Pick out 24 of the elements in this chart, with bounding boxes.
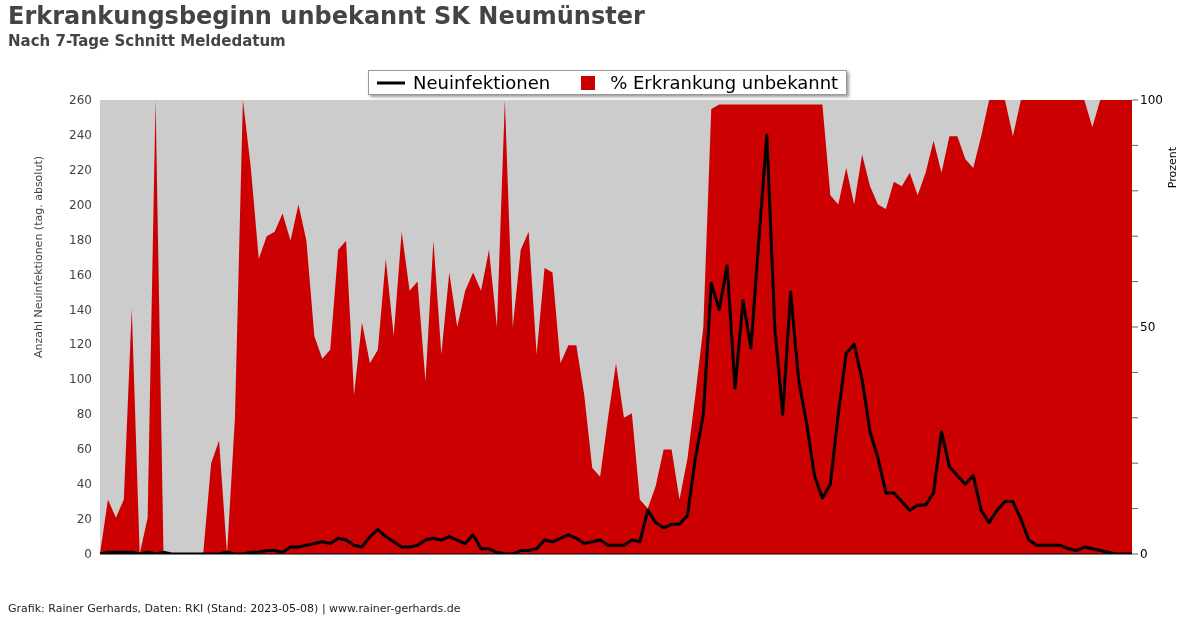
y-tick-label: 40 — [76, 477, 92, 492]
legend-label: Neuinfektionen — [413, 72, 551, 93]
y-tick-label: 120 — [69, 337, 92, 352]
legend-label: % Erkrankung unbekannt — [610, 72, 839, 93]
y-tick-label: 160 — [69, 267, 92, 282]
y-tick-label: 180 — [69, 232, 92, 247]
y-tick-label: 60 — [76, 442, 92, 457]
y2-tick-label: 100 — [1140, 93, 1163, 107]
y-tick-label: 260 — [69, 93, 92, 107]
y-axis-title: Anzahl Neuinfektionen (tag. absolut) — [31, 156, 45, 358]
y-tick-label: 80 — [76, 407, 92, 422]
y2-tick-label: 0 — [1140, 547, 1148, 561]
y-tick-label: 220 — [69, 162, 92, 177]
y2-tick-label: 50 — [1140, 320, 1156, 334]
y2-axis-title: Prozent — [1165, 146, 1179, 189]
y-tick-label: 200 — [69, 197, 92, 212]
y-tick-label: 140 — [69, 302, 92, 317]
chart-title: Erkrankungsbeginn unbekannt SK Neumünster — [8, 2, 645, 30]
y-tick-label: 0 — [84, 547, 92, 561]
chart-subtitle: Nach 7-Tage Schnitt Meldedatum — [8, 32, 286, 50]
y-tick-label: 240 — [69, 127, 92, 142]
y-tick-label: 100 — [69, 372, 92, 387]
y-tick-label: 20 — [76, 512, 92, 527]
text: Grafik: Rainer Gerhards, Daten: RKI (Stand: 2023-05-08) | www.rainer-gerhards.de — [8, 602, 461, 615]
